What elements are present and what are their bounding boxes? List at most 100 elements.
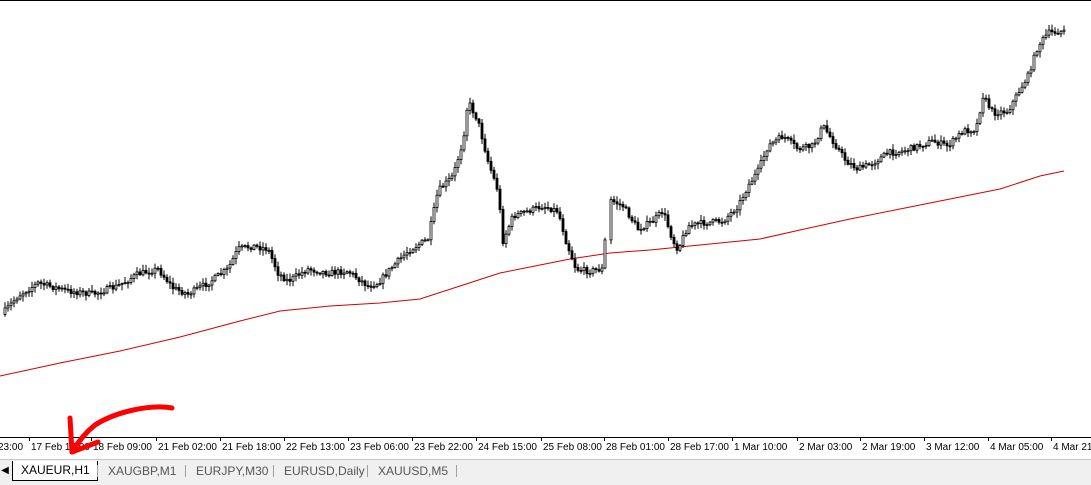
candle-body xyxy=(168,281,172,284)
candle-body xyxy=(297,273,301,276)
candle-body xyxy=(333,269,337,275)
candle-body xyxy=(984,97,988,100)
candle-body xyxy=(552,208,556,212)
candle-body xyxy=(93,290,97,295)
candle-body xyxy=(633,220,637,223)
candle-body xyxy=(1050,29,1054,33)
time-axis-label: 2 Mar 19:00 xyxy=(862,442,916,453)
candle-body xyxy=(672,236,676,245)
chart-tab[interactable]: XAUUSD,M5 xyxy=(378,464,449,478)
candle-body xyxy=(324,270,328,276)
candle-body xyxy=(792,139,796,144)
time-axis-tick xyxy=(924,438,925,441)
candle-body xyxy=(774,139,778,143)
candle-body xyxy=(690,225,694,227)
chart-tab[interactable]: XAUGBP,M1 xyxy=(108,464,177,478)
candle-body xyxy=(846,159,850,165)
candle-body xyxy=(834,143,838,149)
candle-body xyxy=(750,180,754,185)
candle-body xyxy=(291,275,295,282)
candle-body xyxy=(147,272,151,275)
candle-body xyxy=(780,135,784,139)
time-axis-label: 17 Feb 17:00 xyxy=(31,442,90,453)
candle-body xyxy=(9,302,13,307)
candle-body xyxy=(402,254,406,259)
candle-body xyxy=(6,305,10,309)
candle-body xyxy=(504,233,508,245)
candle-body xyxy=(255,244,259,247)
candle-body xyxy=(654,215,658,223)
candle-body xyxy=(804,143,808,148)
time-axis-label: 28 Feb 01:00 xyxy=(606,442,665,453)
candle-body xyxy=(786,136,790,139)
candle-body xyxy=(450,175,454,179)
candle-body xyxy=(183,292,187,295)
candle-body xyxy=(543,206,547,209)
chart-tab[interactable]: EURUSD,Daily xyxy=(284,464,365,478)
candle-body xyxy=(765,150,769,157)
candle-body xyxy=(828,131,832,138)
candle-body xyxy=(531,206,535,213)
price-chart[interactable] xyxy=(0,0,1091,437)
candle-body xyxy=(432,207,436,223)
candle-body xyxy=(660,212,664,215)
candle-body xyxy=(27,290,31,294)
candle-body xyxy=(363,280,367,286)
candle-body xyxy=(90,290,94,293)
time-axis-label: 4 Mar 21:00 xyxy=(1053,442,1091,453)
candle-body xyxy=(534,206,538,208)
candlestick-chart xyxy=(0,24,1066,377)
candle-body xyxy=(831,136,835,144)
chart-tab[interactable]: EURJPY,M30 xyxy=(196,464,269,478)
candle-body xyxy=(486,150,490,162)
candle-body xyxy=(39,281,43,284)
time-axis-tick xyxy=(284,438,285,441)
candle-body xyxy=(1059,30,1063,35)
candle-body xyxy=(153,267,157,274)
time-axis-label: 18 Feb 09:00 xyxy=(93,442,152,453)
candle-body xyxy=(381,274,385,284)
candle-body xyxy=(129,278,133,283)
candle-body xyxy=(225,267,229,271)
candle-body xyxy=(408,252,412,255)
candle-body xyxy=(885,152,889,155)
candle-body xyxy=(618,203,622,206)
chart-tab[interactable]: XAUEUR,H1 xyxy=(12,461,98,481)
candle-body xyxy=(594,268,598,270)
candle-body xyxy=(69,288,73,294)
candle-body xyxy=(465,109,469,137)
candle-body xyxy=(816,138,820,144)
candle-body xyxy=(747,183,751,193)
candle-body xyxy=(609,199,613,241)
candle-body xyxy=(663,213,667,216)
time-axis-label: 22 Feb 13:00 xyxy=(286,442,345,453)
candle-body xyxy=(921,145,925,148)
time-axis-tick xyxy=(91,438,92,441)
candle-body xyxy=(159,267,163,276)
candle-body xyxy=(339,269,343,275)
candle-body xyxy=(288,278,292,282)
candle-body xyxy=(72,291,76,294)
candle-body xyxy=(903,150,907,153)
candle-body xyxy=(1002,110,1006,114)
candle-body xyxy=(813,142,817,145)
candle-body xyxy=(243,245,247,248)
candle-body xyxy=(438,185,442,196)
candle-body xyxy=(699,220,703,224)
candle-body xyxy=(912,144,916,151)
candle-body xyxy=(171,282,175,290)
candle-body xyxy=(375,284,379,288)
tab-scroll-left-icon[interactable]: ◀ xyxy=(1,465,9,476)
candle-body xyxy=(1056,32,1060,35)
candle-body xyxy=(204,282,208,288)
candle-body xyxy=(102,292,106,295)
candle-body xyxy=(186,292,190,295)
candle-body xyxy=(600,267,604,272)
candle-body xyxy=(309,268,313,271)
candle-body xyxy=(561,218,565,232)
candle-body xyxy=(906,150,910,153)
candle-body xyxy=(768,143,772,152)
candle-body xyxy=(192,287,196,295)
candle-body xyxy=(336,269,340,275)
time-axis-tick xyxy=(860,438,861,441)
